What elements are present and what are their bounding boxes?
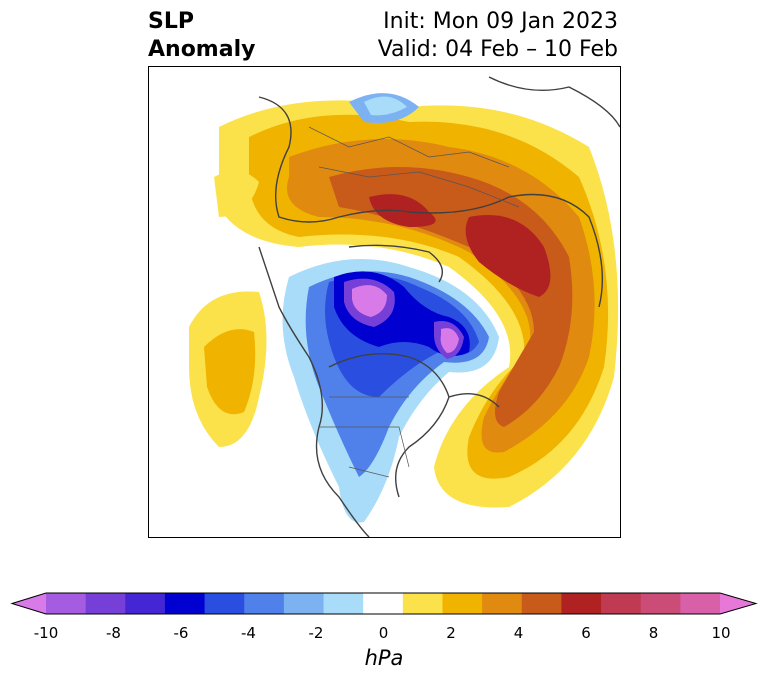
forecast-info: Init: Mon 09 Jan 2023 Valid: 04 Feb – 10… <box>378 8 618 64</box>
colorbar-tick-label: -8 <box>106 624 121 642</box>
colorbar-segment <box>521 593 562 614</box>
colorbar-segment <box>363 593 404 614</box>
colorbar-segment <box>640 593 681 614</box>
colorbar-extend-min <box>12 593 46 614</box>
colorbar-segment <box>164 593 206 614</box>
colorbar-tick-label: -10 <box>33 624 59 642</box>
init-date-label: Init: Mon 09 Jan 2023 <box>383 9 618 34</box>
colorbar-tick-label: -6 <box>173 624 189 642</box>
positive-anomaly-region <box>189 100 619 508</box>
colorbar-segment <box>561 593 602 614</box>
coastlines <box>258 76 620 537</box>
colorbar-tick-label: 0 <box>378 624 389 642</box>
valid-range-label: Valid: 04 Feb – 10 Feb <box>377 37 618 62</box>
colorbar-segment <box>402 593 443 614</box>
colorbar <box>10 592 758 615</box>
negative-anomaly-region <box>282 93 499 523</box>
colorbar-tick-label: -4 <box>241 624 256 642</box>
colorbar-tick-label: 4 <box>513 624 524 642</box>
colorbar-segment <box>125 593 166 614</box>
colorbar-extend-max <box>720 593 756 614</box>
colorbar-segment <box>442 593 483 614</box>
colorbar-tick-label: 2 <box>446 624 456 642</box>
colorbar-unit-label: hPa <box>364 646 404 670</box>
colorbar-segment <box>46 593 87 614</box>
colorbar-segment <box>244 593 285 614</box>
colorbar-tick-label: -2 <box>308 624 324 642</box>
colorbar-segment <box>680 593 721 614</box>
country-borders <box>308 126 520 478</box>
colorbar-segment <box>85 593 126 614</box>
colorbar-tick-label: 8 <box>648 624 659 642</box>
colorbar-segment <box>601 593 642 614</box>
colorbar-segment <box>204 593 245 614</box>
colorbar-segment <box>482 593 523 614</box>
slp-anomaly-map <box>148 66 621 538</box>
map-title: SLP Anomaly <box>148 8 255 64</box>
title-line-1: SLP <box>148 9 194 34</box>
colorbar-outline <box>10 592 758 615</box>
colorbar-segment <box>323 593 364 614</box>
colorbar-tick-label: 10 <box>711 624 731 642</box>
colorbar-tick-label: 6 <box>581 624 591 642</box>
title-line-2: Anomaly <box>148 37 256 62</box>
colorbar-segment <box>283 593 325 614</box>
